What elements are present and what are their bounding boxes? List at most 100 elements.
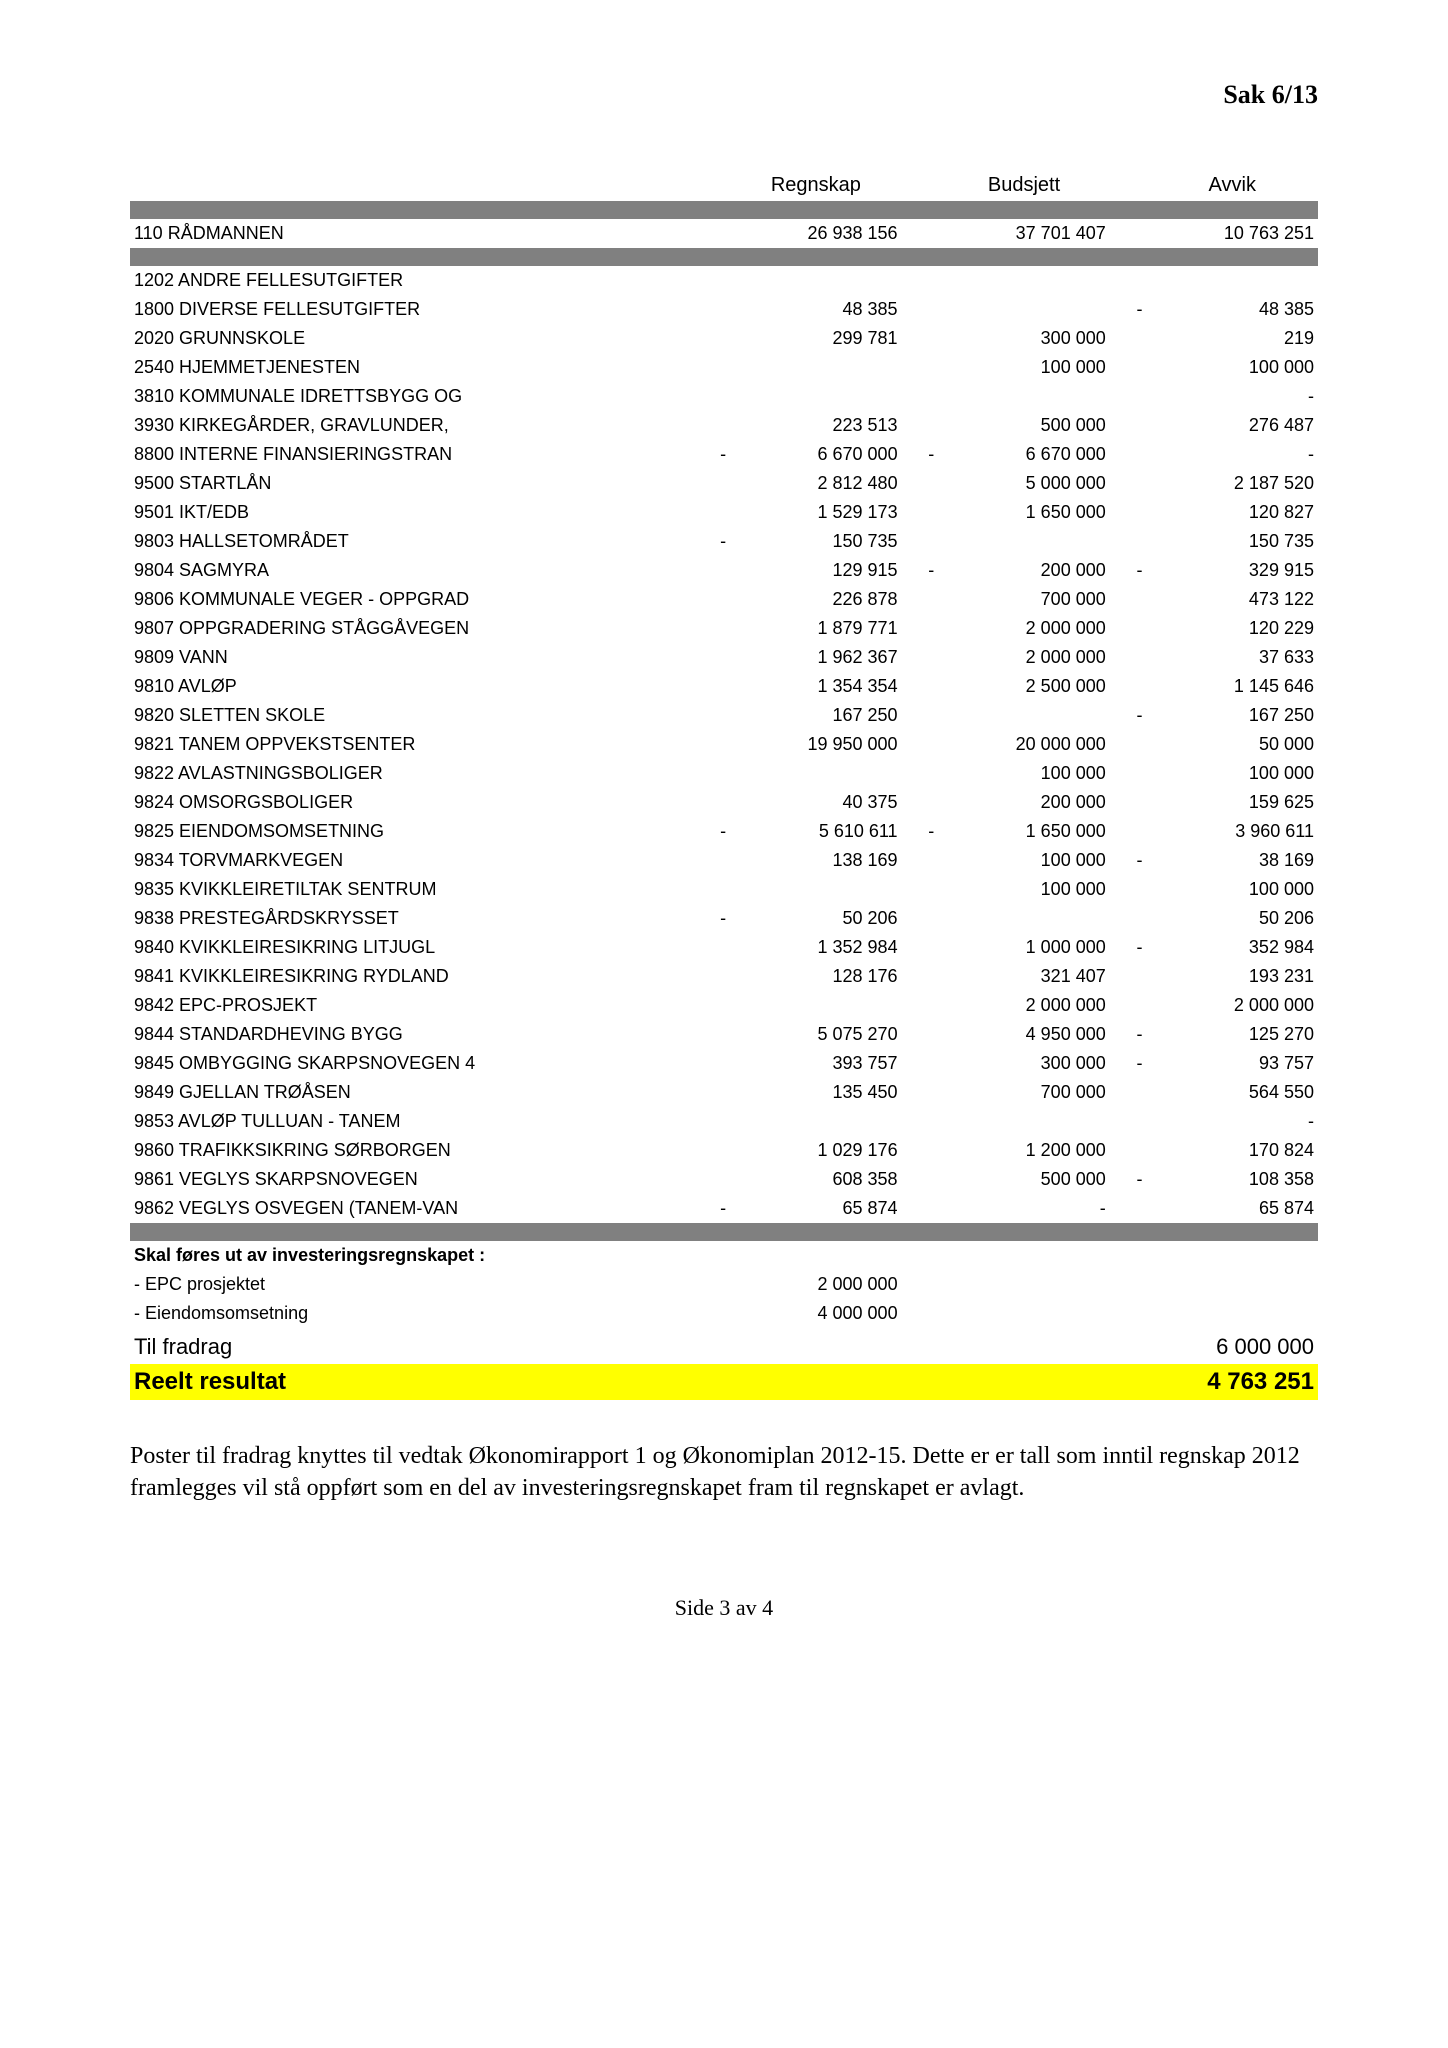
table-row: 1800 DIVERSE FELLESUTGIFTER48 385-48 385 bbox=[130, 295, 1318, 324]
row-avvik-sign bbox=[1110, 353, 1147, 382]
row-label: 9840 KVIKKLEIRESIKRING LITJUGL bbox=[130, 933, 693, 962]
row-avvik-sign bbox=[1110, 672, 1147, 701]
table-row: 9840 KVIKKLEIRESIKRING LITJUGL1 352 9841… bbox=[130, 933, 1318, 962]
grey-separator bbox=[130, 1223, 1318, 1241]
row-label: 9803 HALLSETOMRÅDET bbox=[130, 527, 693, 556]
row-avvik-sign: - bbox=[1110, 1049, 1147, 1078]
row-budsjett-sign bbox=[902, 585, 939, 614]
til-fradrag-row: Til fradrag 6 000 000 bbox=[130, 1328, 1318, 1364]
row-avvik: 150 735 bbox=[1146, 527, 1318, 556]
main-row-avvik: 10 763 251 bbox=[1146, 219, 1318, 248]
row-avvik-sign bbox=[1110, 266, 1147, 295]
row-regnskap-sign bbox=[693, 585, 730, 614]
row-budsjett-sign bbox=[902, 295, 939, 324]
row-budsjett-sign bbox=[902, 904, 939, 933]
column-headers: Regnskap Budsjett Avvik bbox=[130, 170, 1318, 201]
table-row: 9806 KOMMUNALE VEGER - OPPGRAD226 878700… bbox=[130, 585, 1318, 614]
table-row: 9844 STANDARDHEVING BYGG5 075 2704 950 0… bbox=[130, 1020, 1318, 1049]
row-avvik-sign bbox=[1110, 730, 1147, 759]
row-avvik: - bbox=[1146, 440, 1318, 469]
row-budsjett-sign bbox=[902, 962, 939, 991]
row-avvik-sign: - bbox=[1110, 1165, 1147, 1194]
row-budsjett: 6 670 000 bbox=[938, 440, 1109, 469]
row-budsjett: 700 000 bbox=[938, 585, 1109, 614]
deduct-row-label: - Eiendomsomsetning bbox=[130, 1299, 693, 1328]
table-row: 9845 OMBYGGING SKARPSNOVEGEN 4393 757300… bbox=[130, 1049, 1318, 1078]
table-row: 3810 KOMMUNALE IDRETTSBYGG OG- bbox=[130, 382, 1318, 411]
til-fradrag-value: 6 000 000 bbox=[1146, 1328, 1318, 1364]
row-budsjett-sign bbox=[902, 353, 939, 382]
row-budsjett-sign bbox=[902, 469, 939, 498]
row-avvik: 100 000 bbox=[1146, 353, 1318, 382]
row-budsjett: 200 000 bbox=[938, 556, 1109, 585]
row-budsjett bbox=[938, 266, 1109, 295]
row-regnskap-sign bbox=[693, 614, 730, 643]
row-budsjett: 2 000 000 bbox=[938, 614, 1109, 643]
row-avvik-sign bbox=[1110, 614, 1147, 643]
row-avvik: 120 827 bbox=[1146, 498, 1318, 527]
row-regnskap: 50 206 bbox=[730, 904, 901, 933]
table-row: 9500 STARTLÅN2 812 4805 000 0002 187 520 bbox=[130, 469, 1318, 498]
row-regnskap: 223 513 bbox=[730, 411, 901, 440]
main-row: 110 RÅDMANNEN 26 938 156 37 701 407 10 7… bbox=[130, 219, 1318, 248]
row-avvik-sign bbox=[1110, 411, 1147, 440]
row-avvik: 120 229 bbox=[1146, 614, 1318, 643]
row-avvik-sign bbox=[1110, 440, 1147, 469]
row-regnskap-sign bbox=[693, 411, 730, 440]
row-avvik: 108 358 bbox=[1146, 1165, 1318, 1194]
row-regnskap bbox=[730, 759, 901, 788]
row-regnskap: 393 757 bbox=[730, 1049, 901, 1078]
row-regnskap-sign: - bbox=[693, 904, 730, 933]
row-label: 9844 STANDARDHEVING BYGG bbox=[130, 1020, 693, 1049]
row-regnskap bbox=[730, 991, 901, 1020]
row-regnskap-sign: - bbox=[693, 1194, 730, 1223]
row-label: 9842 EPC-PROSJEKT bbox=[130, 991, 693, 1020]
row-regnskap bbox=[730, 382, 901, 411]
row-budsjett-sign bbox=[902, 266, 939, 295]
row-budsjett: 700 000 bbox=[938, 1078, 1109, 1107]
row-avvik-sign bbox=[1110, 759, 1147, 788]
row-label: 9862 VEGLYS OSVEGEN (TANEM-VAN bbox=[130, 1194, 693, 1223]
table-row: 1202 ANDRE FELLESUTGIFTER bbox=[130, 266, 1318, 295]
row-regnskap: 1 029 176 bbox=[730, 1136, 901, 1165]
grey-separator bbox=[130, 248, 1318, 266]
col-avvik: Avvik bbox=[1146, 170, 1318, 201]
row-budsjett bbox=[938, 904, 1109, 933]
row-regnskap-sign bbox=[693, 353, 730, 382]
row-regnskap-sign bbox=[693, 1136, 730, 1165]
col-regnskap: Regnskap bbox=[730, 170, 901, 201]
row-regnskap: 65 874 bbox=[730, 1194, 901, 1223]
row-budsjett-sign: - bbox=[902, 817, 939, 846]
row-budsjett: 100 000 bbox=[938, 875, 1109, 904]
row-avvik-sign bbox=[1110, 904, 1147, 933]
row-budsjett-sign bbox=[902, 846, 939, 875]
row-budsjett: 100 000 bbox=[938, 846, 1109, 875]
page-footer: Side 3 av 4 bbox=[130, 1595, 1318, 1621]
row-avvik: 3 960 611 bbox=[1146, 817, 1318, 846]
row-regnskap: 1 354 354 bbox=[730, 672, 901, 701]
main-row-label: 110 RÅDMANNEN bbox=[130, 219, 693, 248]
row-avvik-sign bbox=[1110, 498, 1147, 527]
row-budsjett: 1 000 000 bbox=[938, 933, 1109, 962]
row-avvik-sign: - bbox=[1110, 295, 1147, 324]
row-regnskap: 5 610 611 bbox=[730, 817, 901, 846]
row-budsjett-sign bbox=[902, 759, 939, 788]
row-regnskap: 299 781 bbox=[730, 324, 901, 353]
row-budsjett: 1 200 000 bbox=[938, 1136, 1109, 1165]
row-label: 9845 OMBYGGING SKARPSNOVEGEN 4 bbox=[130, 1049, 693, 1078]
row-regnskap-sign bbox=[693, 556, 730, 585]
deduct-row-value: 4 000 000 bbox=[730, 1299, 901, 1328]
row-label: 9806 KOMMUNALE VEGER - OPPGRAD bbox=[130, 585, 693, 614]
row-regnskap-sign bbox=[693, 498, 730, 527]
row-budsjett: 300 000 bbox=[938, 324, 1109, 353]
row-avvik: 65 874 bbox=[1146, 1194, 1318, 1223]
reelt-value: 4 763 251 bbox=[1146, 1364, 1318, 1400]
row-regnskap: 150 735 bbox=[730, 527, 901, 556]
row-avvik-sign: - bbox=[1110, 933, 1147, 962]
row-budsjett bbox=[938, 1107, 1109, 1136]
row-label: 3810 KOMMUNALE IDRETTSBYGG OG bbox=[130, 382, 693, 411]
row-regnskap: 40 375 bbox=[730, 788, 901, 817]
report-table: Regnskap Budsjett Avvik 110 RÅDMANNEN 26… bbox=[130, 170, 1318, 1400]
table-row: 9821 TANEM OPPVEKSTSENTER19 950 00020 00… bbox=[130, 730, 1318, 759]
row-regnskap-sign bbox=[693, 875, 730, 904]
